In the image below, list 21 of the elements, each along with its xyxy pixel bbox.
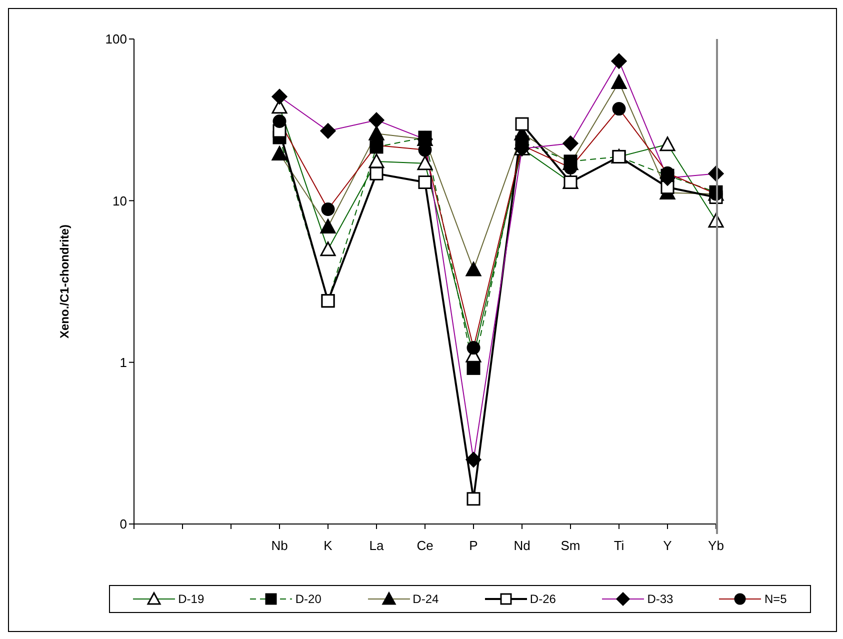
x-tick-label: Nd bbox=[514, 538, 530, 554]
x-tick-label: La bbox=[369, 538, 384, 554]
y-axis-title: Xeno./C1-chondrite) bbox=[57, 224, 72, 339]
x-tick-label: Yb bbox=[708, 538, 724, 554]
x-tick-label: Y bbox=[663, 538, 672, 554]
legend-label: D-19 bbox=[178, 592, 204, 606]
y-tick-label: 10 bbox=[112, 193, 127, 208]
x-tick-label: Ce bbox=[416, 538, 434, 554]
x-tick-label: Nb bbox=[271, 538, 288, 554]
legend-label: D-26 bbox=[530, 592, 556, 606]
legend-label: D-24 bbox=[412, 592, 439, 606]
x-tick-label: P bbox=[469, 538, 478, 554]
x-tick-label: K bbox=[324, 538, 333, 554]
x-tick-label: Ti bbox=[614, 538, 624, 554]
x-tick-label: Sm bbox=[560, 538, 580, 554]
y-tick-label: 100 bbox=[105, 32, 127, 47]
y-tick-label: 1 bbox=[120, 354, 127, 370]
y-tick-label: 0 bbox=[120, 516, 127, 532]
legend-label: D-33 bbox=[647, 592, 674, 606]
legend-label: D-20 bbox=[295, 592, 322, 606]
legend-label: N=5 bbox=[764, 592, 787, 606]
